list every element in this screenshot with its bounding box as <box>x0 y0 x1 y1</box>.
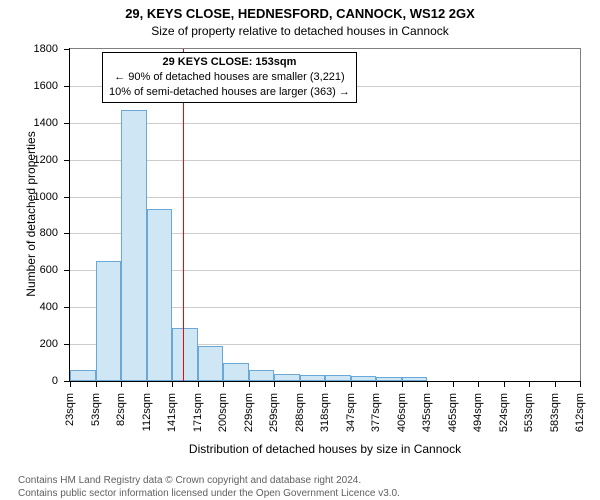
x-tick-label: 406sqm <box>396 393 408 432</box>
x-tick-label: 553sqm <box>523 393 535 432</box>
y-tick-mark <box>64 160 70 161</box>
histogram-bar <box>274 374 300 381</box>
histogram-bar <box>300 375 326 381</box>
histogram-bar <box>376 377 402 381</box>
x-tick-label: 494sqm <box>472 393 484 432</box>
x-tick-mark <box>198 381 199 387</box>
y-tick-label: 800 <box>40 227 58 239</box>
x-tick-mark <box>580 381 581 387</box>
y-tick-mark <box>64 86 70 87</box>
annotation-line3: 10% of semi-detached houses are larger (… <box>109 85 350 100</box>
x-tick-label: 112sqm <box>141 393 153 431</box>
x-tick-mark <box>478 381 479 387</box>
x-tick-label: 288sqm <box>294 393 306 432</box>
x-tick-label: 612sqm <box>574 393 586 432</box>
footer-attribution: Contains HM Land Registry data © Crown c… <box>18 474 400 500</box>
annotation-line2: ← 90% of detached houses are smaller (3,… <box>109 70 350 85</box>
x-tick-label: 435sqm <box>421 393 433 432</box>
histogram-bar <box>198 346 224 381</box>
histogram-bar <box>402 377 428 381</box>
x-tick-mark <box>70 381 71 387</box>
annotation-line1: 29 KEYS CLOSE: 153sqm <box>109 55 350 70</box>
y-tick-label: 0 <box>52 375 58 387</box>
histogram-bar <box>223 363 249 381</box>
x-tick-label: 347sqm <box>345 393 357 432</box>
x-tick-mark <box>325 381 326 387</box>
gridline <box>70 197 580 198</box>
y-tick-mark <box>64 233 70 234</box>
x-tick-mark <box>555 381 556 387</box>
x-tick-mark <box>376 381 377 387</box>
x-tick-mark <box>121 381 122 387</box>
x-tick-label: 583sqm <box>549 393 561 432</box>
y-tick-mark <box>64 123 70 124</box>
gridline <box>70 160 580 161</box>
x-tick-label: 465sqm <box>447 393 459 432</box>
chart-title-sub: Size of property relative to detached ho… <box>0 24 600 38</box>
y-tick-label: 600 <box>40 264 58 276</box>
x-tick-label: 318sqm <box>319 393 331 432</box>
x-tick-label: 200sqm <box>217 393 229 432</box>
x-tick-label: 23sqm <box>64 393 76 426</box>
x-tick-mark <box>529 381 530 387</box>
y-tick-mark <box>64 344 70 345</box>
histogram-bar <box>70 370 96 381</box>
y-tick-mark <box>64 49 70 50</box>
x-tick-label: 259sqm <box>268 393 280 432</box>
x-tick-mark <box>453 381 454 387</box>
gridline <box>70 123 580 124</box>
histogram-bar <box>325 375 351 381</box>
x-tick-label: 171sqm <box>192 393 204 432</box>
annotation-box: 29 KEYS CLOSE: 153sqm← 90% of detached h… <box>102 52 357 103</box>
y-axis-label: Number of detached properties <box>24 48 38 380</box>
x-tick-label: 229sqm <box>243 393 255 432</box>
y-tick-label: 200 <box>40 338 58 350</box>
x-tick-label: 82sqm <box>115 393 127 426</box>
x-tick-label: 53sqm <box>90 393 102 426</box>
x-tick-mark <box>172 381 173 387</box>
x-tick-mark <box>504 381 505 387</box>
histogram-bar <box>172 328 198 381</box>
x-tick-mark <box>351 381 352 387</box>
x-tick-label: 524sqm <box>498 393 510 432</box>
x-tick-mark <box>402 381 403 387</box>
y-tick-mark <box>64 307 70 308</box>
x-axis-label: Distribution of detached houses by size … <box>70 442 580 456</box>
x-tick-mark <box>300 381 301 387</box>
x-tick-mark <box>96 381 97 387</box>
x-tick-mark <box>427 381 428 387</box>
footer-line1: Contains HM Land Registry data © Crown c… <box>18 474 400 487</box>
y-tick-mark <box>64 197 70 198</box>
histogram-bar <box>147 209 173 381</box>
histogram-bar <box>121 110 147 381</box>
chart-container: 29, KEYS CLOSE, HEDNESFORD, CANNOCK, WS1… <box>0 0 600 500</box>
x-tick-label: 141sqm <box>166 393 178 432</box>
x-tick-mark <box>223 381 224 387</box>
x-tick-mark <box>147 381 148 387</box>
x-tick-mark <box>274 381 275 387</box>
histogram-bar <box>96 261 122 381</box>
x-tick-mark <box>249 381 250 387</box>
histogram-bar <box>351 376 377 381</box>
chart-title-main: 29, KEYS CLOSE, HEDNESFORD, CANNOCK, WS1… <box>0 6 600 21</box>
y-tick-label: 400 <box>40 301 58 313</box>
footer-line2: Contains public sector information licen… <box>18 487 400 500</box>
x-tick-label: 377sqm <box>370 393 382 432</box>
y-tick-mark <box>64 270 70 271</box>
y-tick-mark <box>64 381 70 382</box>
histogram-bar <box>249 370 275 381</box>
